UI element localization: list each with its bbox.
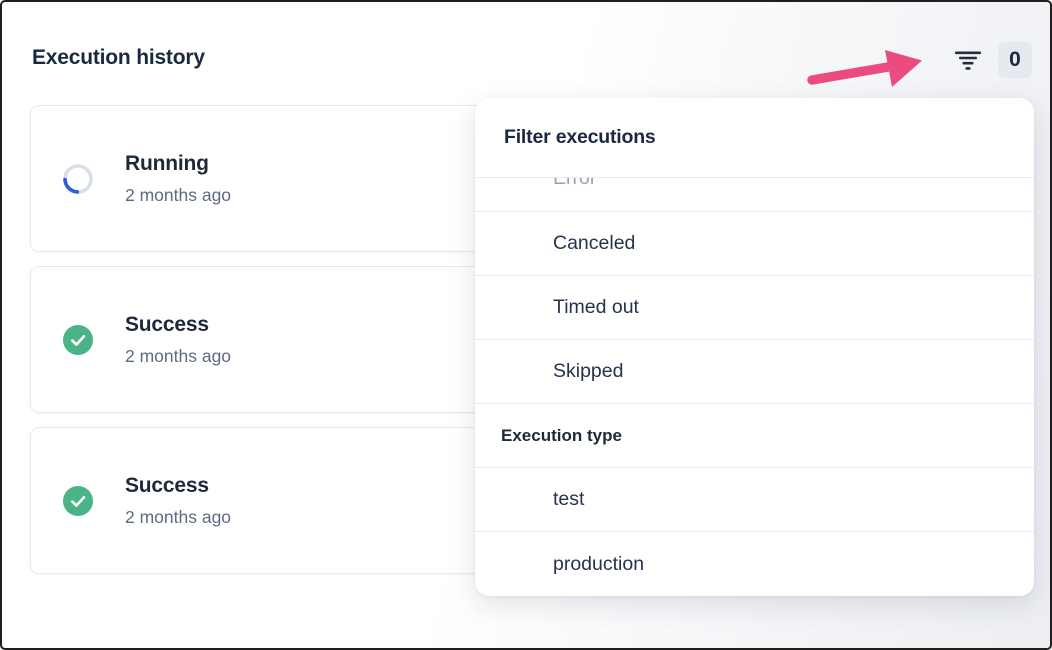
filter-lines-icon <box>953 44 983 77</box>
check-circle-icon <box>63 324 93 355</box>
header-toolbar: 0 <box>952 42 1032 78</box>
status-label: Success <box>125 312 209 336</box>
time-label: 2 months ago <box>125 345 232 366</box>
filter-item-skipped[interactable]: Skipped <box>475 340 1034 404</box>
filter-executions-menu: Filter executions Error Canceled Timed o… <box>475 98 1034 596</box>
annotation-arrow-icon <box>806 47 924 94</box>
filter-menu-title: Filter executions <box>475 98 1034 178</box>
filter-item-timed-out[interactable]: Timed out <box>475 276 1034 340</box>
filter-item-production[interactable]: production <box>553 552 645 575</box>
time-label: 2 months ago <box>125 506 232 527</box>
filter-item-label: Error <box>553 178 597 189</box>
status-label: Running <box>125 151 209 175</box>
filter-section-execution-type: Execution type <box>475 404 1034 468</box>
time-label: 2 months ago <box>125 184 232 205</box>
page-title: Execution history <box>32 46 205 69</box>
check-circle-icon <box>63 485 93 516</box>
filter-item-error-clipped[interactable]: Error <box>475 178 1034 212</box>
filter-item-test[interactable]: test <box>475 468 1034 532</box>
filter-item-canceled[interactable]: Canceled <box>475 212 1034 276</box>
spinner-icon <box>63 163 93 194</box>
filter-count-badge: 0 <box>998 42 1032 78</box>
status-label: Success <box>125 473 209 497</box>
filter-button[interactable] <box>952 44 984 76</box>
